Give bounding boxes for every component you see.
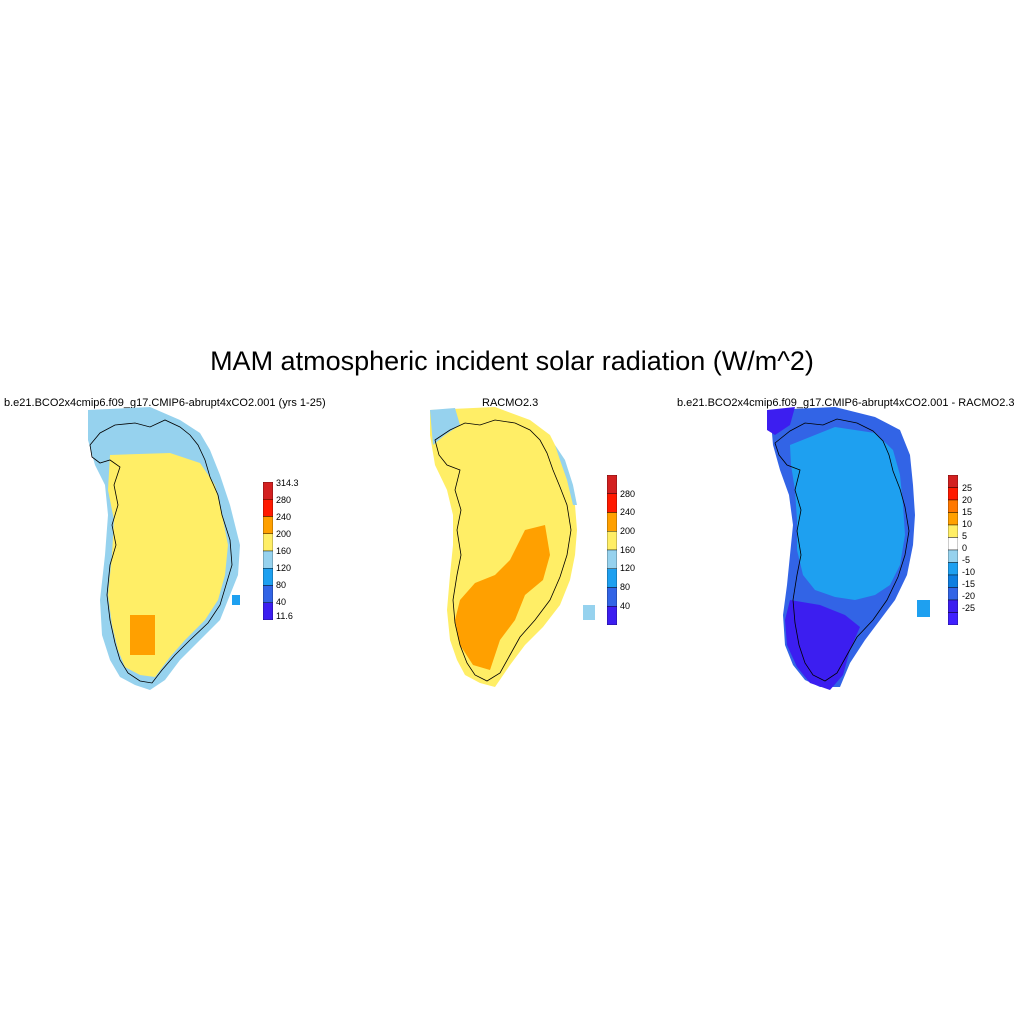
- colorbar-swatch: [948, 549, 958, 563]
- colorbar-swatch: [607, 475, 617, 494]
- colorbar-swatch: [948, 512, 958, 526]
- panel-3-coastline: [774, 418, 910, 682]
- panel-1-colorbar-label: 80: [276, 580, 287, 590]
- colorbar-swatch: [948, 574, 958, 588]
- panel-2-title: RACMO2.3: [482, 397, 539, 409]
- panel-3-map: [767, 407, 930, 690]
- panel-2-yellow-fill: [430, 407, 577, 687]
- colorbar-swatch: [607, 587, 617, 607]
- panel-3-colorbar: 25 20 15 10 5 0 -5 -10 -15 -20 -25: [948, 475, 998, 627]
- colorbar-swatch: [263, 482, 273, 500]
- panel-1-island: [232, 595, 240, 605]
- panel-2-colorbar-label: 120: [620, 563, 636, 573]
- panel-2-lightblue-top: [430, 408, 460, 445]
- panel-1-title: b.e21.BCO2x4cmip6.f09_g17.CMIP6-abrupt4x…: [4, 397, 326, 409]
- colorbar-swatch: [607, 493, 617, 513]
- colorbar-swatch: [948, 537, 958, 551]
- panel-3-title: b.e21.BCO2x4cmip6.f09_g17.CMIP6-abrupt4x…: [677, 397, 1015, 409]
- panel-2-lightblue-edge: [555, 445, 577, 505]
- figure-title: MAM atmospheric incident solar radiation…: [210, 346, 814, 376]
- colorbar-swatch: [948, 499, 958, 513]
- panel-2-colorbar-label: 80: [620, 582, 631, 592]
- panel-3-colorbar-label: -5: [962, 555, 971, 565]
- panel-1-colorbar: 314.3 280 240 200 160 120 80 40 11.6: [263, 478, 313, 622]
- panel-3-colorbar-label: 10: [962, 519, 973, 529]
- panel-1-colorbar-label: 40: [276, 597, 287, 607]
- panel-2-orange-fill: [455, 525, 550, 670]
- panel-3-colorbar-label: -15: [962, 579, 976, 589]
- panel-2-colorbar-label: 40: [620, 601, 631, 611]
- panel-1-colorbar-label: 11.6: [276, 611, 293, 621]
- colorbar-swatch: [607, 549, 617, 569]
- panel-1-orange-patch: [130, 615, 155, 655]
- panel-3-violet-fill: [785, 600, 860, 690]
- panel-1-colorbar-label: 240: [276, 512, 292, 522]
- panel-1-coastline: [89, 419, 233, 684]
- colorbar-swatch: [607, 531, 617, 551]
- panel-2-colorbar-label: 280: [620, 489, 636, 499]
- panel-1-colorbar-label: 314.3: [276, 478, 299, 488]
- panel-1-colorbar-label: 120: [276, 563, 292, 573]
- panel-1-colorbar-label: 200: [276, 529, 292, 539]
- panel-3-colorbar-label: 25: [962, 483, 973, 493]
- panel-2-island: [583, 605, 595, 620]
- colorbar-swatch: [263, 533, 273, 552]
- panel-3-colorbar-label: 0: [962, 543, 968, 553]
- colorbar-swatch: [263, 585, 273, 603]
- colorbar-swatch: [263, 499, 273, 517]
- colorbar-swatch: [263, 550, 273, 569]
- panel-2-coastline: [434, 419, 572, 682]
- panel-1-colorbar-label: 280: [276, 495, 292, 505]
- colorbar-swatch: [948, 587, 958, 601]
- colorbar-swatch: [263, 568, 273, 586]
- colorbar-swatch: [948, 524, 958, 538]
- panel-3-island: [917, 600, 930, 617]
- panel-2-colorbar-label: 200: [620, 526, 636, 536]
- panel-2-colorbar-label: 160: [620, 545, 636, 555]
- colorbar-swatch: [607, 512, 617, 532]
- panel-3-colorbar-label: -10: [962, 567, 976, 577]
- panel-3-colorbar-label: 20: [962, 495, 973, 505]
- panel-2-map: [430, 407, 595, 687]
- panel-3-colorbar-label: -20: [962, 591, 976, 601]
- colorbar-swatch: [263, 602, 273, 620]
- colorbar-swatch: [948, 599, 958, 613]
- colorbar-swatch: [607, 606, 617, 625]
- panel-3-colorbar-label: 15: [962, 507, 973, 517]
- panel-1-map: [88, 407, 240, 690]
- panel-3-colorbar-label: 5: [962, 531, 968, 541]
- panel-3-colorbar-label: -25: [962, 603, 976, 613]
- panel-2-colorbar-label: 240: [620, 507, 636, 517]
- panel-3-violet-nw: [767, 407, 795, 435]
- colorbar-swatch: [263, 516, 273, 534]
- colorbar-swatch: [948, 612, 958, 625]
- panel-1-colorbar-label: 160: [276, 546, 292, 556]
- colorbar-swatch: [948, 475, 958, 488]
- colorbar-swatch: [948, 487, 958, 501]
- panel-2-colorbar: 280 240 200 160 120 80 40: [607, 475, 657, 627]
- panel-1-yellow-fill: [108, 453, 228, 677]
- colorbar-swatch: [948, 562, 958, 576]
- panel-3-midblue-fill: [790, 427, 905, 600]
- colorbar-swatch: [607, 568, 617, 588]
